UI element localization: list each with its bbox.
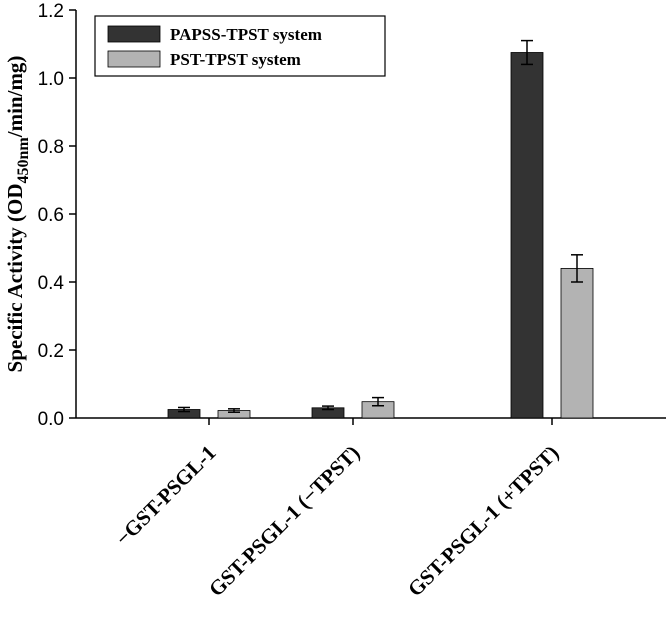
error-bar — [322, 405, 334, 411]
y-axis-title-suffix: /min/mg) — [3, 56, 27, 139]
error-bar — [521, 39, 533, 66]
error-bar — [372, 396, 384, 407]
y-tick-label: 1.0 — [38, 69, 64, 90]
x-axis-ticks — [208, 418, 553, 425]
y-axis-ticks: 0.0 0.2 0.4 0.6 0.8 1.0 1.2 — [38, 1, 76, 430]
error-bar — [228, 408, 240, 413]
legend-swatch-pst-tpst — [107, 50, 161, 68]
category-label: −GST-PSGL-1 — [111, 441, 221, 551]
legend-label-pst-tpst: PST-TPST system — [170, 50, 301, 69]
legend-label-papss-tpst: PAPSS-TPST system — [170, 25, 322, 44]
category-label: GST-PSGL-1 (−TPST) — [204, 441, 365, 602]
error-bars-group — [178, 39, 583, 413]
y-tick-label: 1.2 — [38, 1, 64, 22]
y-axis-title-subscript: 450nm — [15, 137, 32, 184]
error-bar — [571, 254, 583, 283]
y-tick-label: 0.6 — [38, 205, 64, 226]
y-tick-label: 0.0 — [38, 409, 64, 430]
y-tick-label: 0.2 — [38, 341, 64, 362]
legend-swatch-papss-tpst — [107, 25, 161, 43]
y-tick-label: 0.4 — [38, 273, 65, 294]
legend: PAPSS-TPST system PST-TPST system — [94, 15, 386, 77]
y-tick-label: 0.8 — [38, 137, 64, 158]
y-axis-title-prefix: Specific Activity (OD — [3, 183, 27, 372]
bar — [560, 267, 594, 419]
bar — [510, 52, 544, 419]
bars-group — [167, 52, 594, 419]
category-label: GST-PSGL-1 (+TPST) — [403, 441, 564, 602]
y-axis-title: Specific Activity (OD450nm/min/mg) — [3, 56, 32, 373]
error-bar — [178, 406, 190, 413]
